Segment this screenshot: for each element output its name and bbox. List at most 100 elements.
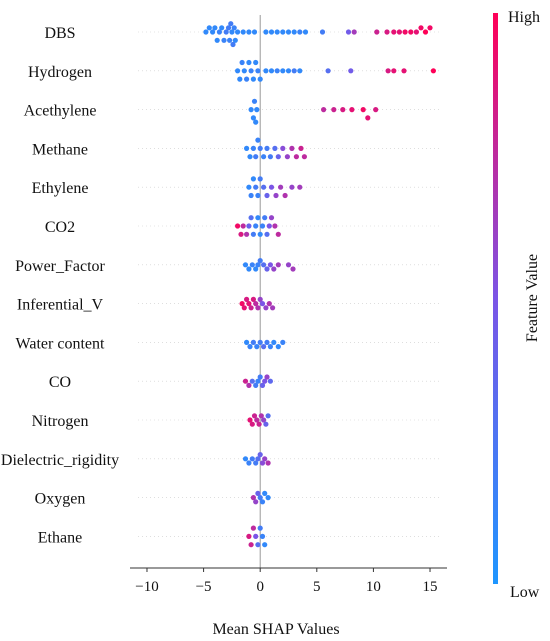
data-point (297, 68, 303, 74)
data-point (259, 533, 266, 540)
data-point (264, 231, 270, 237)
data-point (290, 266, 296, 272)
data-point (257, 374, 263, 380)
data-point (259, 223, 266, 229)
data-point (246, 533, 252, 540)
data-point (422, 29, 429, 35)
data-point (249, 262, 255, 268)
feature-rows: DBS Hydrogen Acethylene Methane Ethylene CO2 P… (1, 25, 439, 546)
data-point (255, 490, 261, 496)
data-point (427, 25, 433, 31)
data-point (259, 499, 266, 505)
data-point (274, 29, 280, 35)
data-point (254, 344, 260, 350)
data-point (268, 68, 275, 74)
data-point (271, 266, 277, 272)
data-point (259, 460, 266, 466)
data-point (264, 145, 270, 151)
data-point (268, 29, 275, 35)
data-point (261, 154, 267, 160)
feature-label: Methane (32, 141, 88, 158)
data-point (250, 115, 256, 121)
data-point (230, 41, 236, 48)
data-point (262, 215, 268, 221)
data-point (246, 301, 252, 307)
data-point (219, 25, 225, 31)
data-point (255, 262, 261, 268)
data-point (241, 68, 247, 74)
data-point (270, 305, 276, 311)
data-point (239, 59, 245, 66)
data-point (267, 378, 273, 384)
feature-label: Nitrogen (32, 413, 89, 430)
data-point (250, 176, 256, 182)
data-point (272, 223, 278, 229)
x-axis-title: Mean SHAP Values (212, 621, 339, 638)
data-point (297, 184, 303, 190)
colorbar-gradient (493, 13, 498, 584)
data-point (263, 29, 269, 35)
data-point (253, 533, 259, 540)
data-point (253, 59, 259, 66)
data-point (235, 29, 241, 35)
data-point (250, 339, 256, 345)
data-point (257, 495, 263, 501)
data-point (250, 76, 256, 82)
data-point (251, 29, 258, 35)
x-tick-label: −5 (196, 579, 212, 595)
data-point (242, 262, 249, 268)
data-point (345, 29, 352, 35)
data-point (264, 374, 270, 380)
data-point (257, 339, 263, 345)
data-point (293, 154, 299, 160)
data-point (248, 305, 254, 311)
data-point (280, 68, 286, 74)
data-point (265, 495, 271, 501)
data-point (273, 192, 279, 199)
data-point (263, 421, 269, 427)
data-point (401, 68, 407, 74)
data-point (242, 378, 249, 384)
data-point (239, 301, 245, 307)
data-point (408, 29, 414, 35)
data-point (253, 184, 259, 190)
data-point (250, 145, 256, 151)
data-point (275, 262, 281, 268)
data-point (391, 68, 397, 74)
data-point (253, 223, 259, 229)
data-point (247, 344, 253, 350)
data-point (274, 68, 280, 74)
data-point (264, 192, 270, 199)
data-point (235, 68, 241, 74)
data-point (302, 29, 309, 35)
data-point (246, 266, 252, 272)
data-point (249, 421, 255, 427)
data-point (240, 29, 246, 35)
data-point (418, 25, 424, 31)
data-point (231, 25, 237, 31)
feature-label: Ethane (38, 529, 82, 546)
data-point (228, 21, 234, 27)
feature-label: Ethylene (32, 180, 89, 197)
data-point (241, 305, 247, 311)
data-point (235, 223, 241, 229)
data-point (285, 29, 292, 35)
x-tick-label: −10 (135, 579, 158, 595)
data-point (257, 525, 263, 531)
data-point (319, 29, 326, 35)
data-point (255, 456, 261, 462)
data-point (259, 301, 266, 307)
data-point (255, 378, 261, 384)
data-point (280, 145, 286, 151)
data-point (268, 184, 275, 190)
data-point (267, 344, 273, 350)
data-point (253, 460, 259, 466)
data-points (203, 21, 436, 548)
data-point (259, 382, 266, 388)
data-point (229, 29, 235, 35)
x-tick-label: 5 (313, 579, 321, 595)
data-point (246, 382, 252, 388)
colorbar-low-label: Low (510, 584, 540, 601)
feature-label: DBS (44, 25, 75, 42)
x-tick-label: 10 (366, 579, 381, 595)
